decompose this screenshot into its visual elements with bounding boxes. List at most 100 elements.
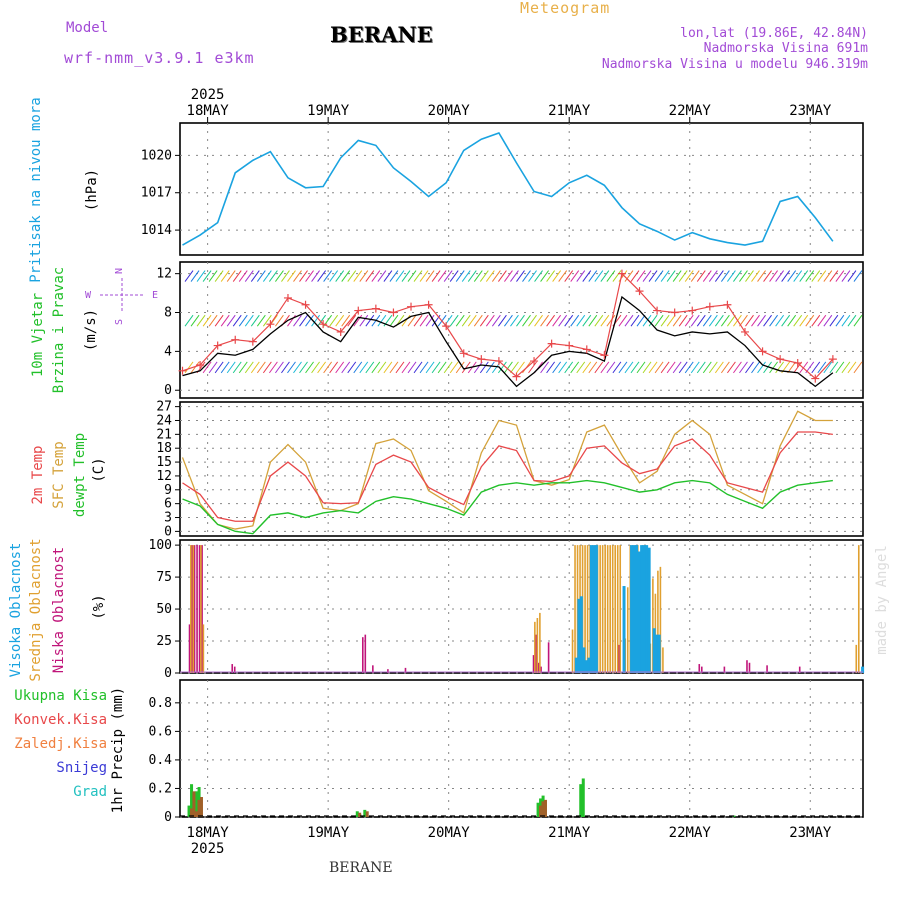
wind-barb	[817, 270, 827, 282]
precip-bar	[358, 812, 362, 817]
cloud-bar	[632, 545, 636, 673]
precip-bar	[538, 805, 542, 817]
wind-barb	[540, 361, 549, 374]
wind-barb	[329, 314, 339, 327]
wind-barb	[389, 314, 399, 327]
wind-barb	[413, 361, 423, 374]
wind-barb	[757, 361, 766, 374]
ytick-label-precipitation: 0.6	[149, 724, 172, 739]
wind-barb	[473, 314, 483, 327]
altitude-label: Nadmorska Visina 691m	[703, 41, 868, 56]
wind-barb	[594, 314, 604, 327]
cloud-bar	[193, 545, 196, 673]
wind-barb	[606, 314, 616, 327]
wind-barb	[672, 314, 682, 327]
cloud-bar	[798, 666, 801, 673]
wind-barb	[262, 361, 272, 374]
cloud-bar	[202, 624, 205, 673]
wind-barb	[853, 270, 863, 282]
wind-gust-marker	[617, 269, 626, 278]
ytick-label-precipitation: 0.4	[149, 753, 173, 768]
wind-barb	[455, 270, 465, 282]
wind-barb	[232, 361, 242, 374]
wind-barb	[811, 314, 821, 327]
compass-s: S	[114, 319, 125, 325]
precip-bar	[189, 808, 193, 817]
cloud-bar	[404, 667, 407, 673]
wind-barb	[419, 314, 429, 327]
wind-barb	[497, 270, 507, 282]
wind-barb	[739, 361, 748, 374]
day-label-top: 19MAY	[307, 103, 350, 119]
wind-barb	[522, 270, 531, 282]
wind-gust-marker	[793, 359, 802, 368]
wind-barb	[787, 314, 797, 327]
wind-barb	[720, 270, 730, 282]
wind-barb	[763, 361, 772, 374]
ytick-label-precipitation: 0.2	[149, 781, 172, 796]
wind-barb	[250, 270, 260, 282]
wind-barb	[455, 361, 465, 374]
wind-barb	[564, 270, 574, 282]
wind-barb	[510, 314, 519, 327]
wind-gust-marker	[213, 341, 222, 350]
wind-barb	[220, 361, 230, 374]
wind-barb	[208, 361, 218, 374]
wind-gust-marker	[248, 337, 257, 346]
wind-barb	[654, 361, 664, 374]
wind-barb	[594, 361, 604, 374]
wind-barb	[455, 314, 465, 327]
cloud-bar	[586, 545, 589, 673]
wind-barb	[552, 361, 562, 374]
wind-gust-marker	[371, 304, 380, 313]
wind-barb	[491, 270, 501, 282]
wind-barb	[799, 270, 809, 282]
cloud-bar	[571, 629, 574, 673]
ytick-label-pressure: 1014	[141, 223, 172, 238]
wind-barb	[528, 314, 537, 327]
wind-barb	[311, 361, 320, 374]
day-label-bottom: 21MAY	[548, 825, 591, 841]
cloud-bar	[536, 618, 539, 673]
wind-barb	[835, 270, 845, 282]
wind-barb	[383, 270, 393, 282]
wind-barb	[642, 270, 652, 282]
wind-barb	[347, 314, 357, 327]
wind-barb	[745, 270, 754, 282]
wind-barb	[401, 270, 411, 282]
ytick-label-wind: 8	[164, 306, 172, 321]
wind-barb	[823, 314, 833, 327]
ytick-label-temperature: 0	[164, 524, 172, 539]
low-cloud-ylabel: Niska Oblacnost	[51, 547, 67, 673]
wind-barb	[347, 361, 357, 374]
wind-barb	[238, 270, 248, 282]
wind-barb	[461, 361, 471, 374]
wind-barb	[341, 361, 351, 374]
wind-barb	[672, 361, 682, 374]
dewpt-line	[182, 479, 833, 535]
wind-barb	[377, 270, 387, 282]
wind-barb	[546, 314, 556, 327]
wind-barb	[377, 361, 387, 374]
cloud-bar	[616, 545, 619, 673]
wind-barb	[829, 270, 839, 282]
wind-barb	[540, 314, 549, 327]
day-label-bottom: 23MAY	[789, 825, 832, 841]
wind-barb	[841, 361, 851, 374]
wind-barb	[299, 270, 308, 282]
wind-barb	[793, 270, 803, 282]
mid-cloud-ylabel: Srednja Oblacnost	[28, 538, 44, 681]
wind-barb	[395, 270, 405, 282]
wind-barb	[582, 314, 592, 327]
ytick-label-temperature: 3	[164, 511, 172, 526]
cloud-bar	[547, 642, 550, 673]
ytick-label-pressure: 1020	[141, 148, 172, 163]
wind-barb	[769, 361, 778, 374]
wind-barb	[841, 270, 851, 282]
wind-barb	[504, 270, 513, 282]
wind-barb	[829, 361, 839, 374]
wind-barb	[835, 361, 845, 374]
wind-barb	[684, 270, 694, 282]
wind-barb	[431, 270, 441, 282]
wind-barb	[853, 361, 863, 374]
